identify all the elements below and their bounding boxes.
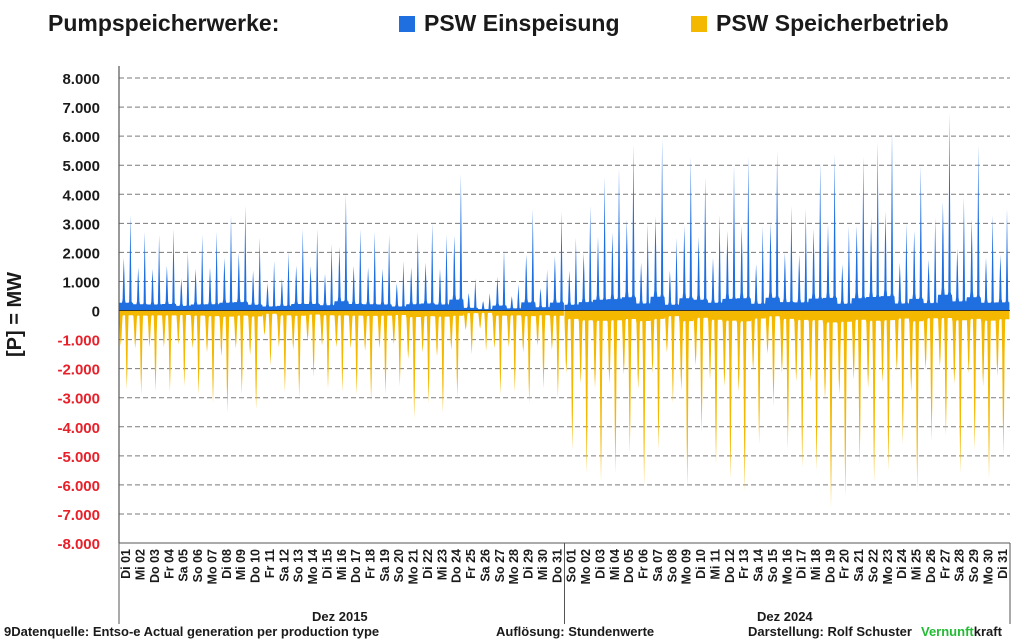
- y-tick-label: 8.000: [62, 71, 100, 88]
- x-tick-label: Do 19: [823, 549, 837, 583]
- x-tick-label: Fr 18: [364, 549, 378, 579]
- x-tick-label: Fr 25: [464, 549, 478, 579]
- x-tick-label: Sa 05: [177, 549, 191, 582]
- x-tick-label: Mi 16: [335, 549, 349, 580]
- x-tick-label: Mi 04: [608, 549, 622, 580]
- x-tick-label: Mo 30: [981, 549, 995, 584]
- x-tick-label: Sa 14: [752, 549, 766, 582]
- x-tick-label: Di 22: [421, 549, 435, 579]
- x-tick-label: So 20: [392, 549, 406, 582]
- x-tick-label: Mi 09: [234, 549, 248, 580]
- x-tick-label: Di 24: [895, 549, 909, 579]
- x-tick-label: Mo 14: [306, 549, 320, 584]
- series-area-speicherbetrieb-dez-2015: [119, 310, 564, 418]
- x-tick-label: Fr 04: [162, 549, 176, 579]
- x-tick-label: Mi 23: [435, 549, 449, 580]
- x-tick-label: Fr 06: [637, 549, 651, 579]
- footer-brand: Vernunftkraft: [921, 624, 1002, 639]
- x-tick-label: Sa 12: [277, 549, 291, 582]
- footer-resolution: Auflösung: Stundenwerte: [496, 624, 655, 639]
- legend-label-speicherbetrieb: PSW Speicherbetrieb: [716, 10, 949, 36]
- x-tick-label: So 27: [493, 549, 507, 582]
- period-label-2024: Dez 2024: [757, 609, 813, 624]
- x-tick-label: Di 08: [220, 549, 234, 579]
- y-tick-label: -6.000: [57, 478, 100, 495]
- x-tick-label: Mi 02: [134, 549, 148, 580]
- x-tick-label: Mo 07: [205, 549, 219, 584]
- y-tick-label: -5.000: [57, 449, 100, 466]
- x-tick-label: Di 01: [119, 549, 133, 579]
- x-tick-label: So 15: [766, 549, 780, 582]
- x-tick-label: Mo 21: [407, 549, 421, 584]
- x-tick-label: Mi 18: [809, 549, 823, 580]
- x-tick-label: Do 12: [723, 549, 737, 583]
- x-tick-label: Di 29: [522, 549, 536, 579]
- y-tick-label: 2.000: [62, 245, 100, 262]
- legend-swatch-einspeisung: [399, 15, 415, 32]
- x-tick-label: So 29: [967, 549, 981, 582]
- x-tick-label: Di 31: [996, 549, 1010, 579]
- x-tick-label: Mo 09: [680, 549, 694, 584]
- x-tick-label: Sa 07: [651, 549, 665, 582]
- y-tick-label: -8.000: [57, 536, 100, 553]
- x-tick-label: Mi 11: [708, 549, 722, 580]
- x-tick-label: Do 17: [349, 549, 363, 583]
- y-tick-label: 4.000: [62, 187, 100, 204]
- legend-item-einspeisung: PSW Einspeisung: [399, 10, 620, 37]
- brand-black: kraft: [973, 624, 1002, 639]
- x-tick-label: So 13: [292, 549, 306, 582]
- y-tick-label: -1.000: [57, 333, 100, 350]
- x-tick-label: So 06: [191, 549, 205, 582]
- brand-green: Vernunft: [921, 624, 974, 639]
- x-tick-label: Do 31: [550, 549, 564, 583]
- y-tick-label: 7.000: [62, 100, 100, 117]
- x-tick-label: Di 10: [694, 549, 708, 579]
- y-tick-label: 3.000: [62, 216, 100, 233]
- series-area-speicherbetrieb-dez-2024: [564, 310, 1010, 509]
- y-tick-label: -3.000: [57, 391, 100, 408]
- legend-swatch-speicherbetrieb: [691, 15, 707, 32]
- x-tick-label: Fr 27: [938, 549, 952, 579]
- x-tick-label: So 08: [665, 549, 679, 582]
- x-tick-label: Sa 26: [479, 549, 493, 582]
- x-tick-label: Sa 28: [953, 549, 967, 582]
- series-area-einspeisung-dez-2024: [564, 112, 1010, 311]
- chart-title: Pumpspeicherwerke:: [48, 10, 280, 36]
- period-label-2015: Dez 2015: [312, 609, 368, 624]
- x-tick-label: Mo 23: [881, 549, 895, 584]
- y-tick-label: 6.000: [62, 129, 100, 146]
- series-area-einspeisung-dez-2015: [119, 173, 564, 311]
- x-tick-label: So 22: [867, 549, 881, 582]
- x-tick-label: Mo 28: [507, 549, 521, 584]
- x-tick-label: Do 24: [450, 549, 464, 583]
- x-tick-label: Sa 19: [378, 549, 392, 582]
- x-tick-label: Di 15: [320, 549, 334, 579]
- x-tick-label: So 01: [565, 549, 579, 582]
- footer-credit: Darstellung: Rolf Schuster: [748, 624, 912, 639]
- x-tick-label: Fr 11: [263, 549, 277, 578]
- footer-source: 9Datenquelle: Entso-e Actual generation …: [4, 624, 380, 639]
- x-tick-label: Mi 30: [536, 549, 550, 580]
- x-tick-label: Mo 16: [780, 549, 794, 584]
- x-tick-label: Do 03: [148, 549, 162, 583]
- y-tick-label: -2.000: [57, 362, 100, 379]
- y-tick-label: 0: [92, 304, 100, 321]
- x-tick-label: Fr 13: [737, 549, 751, 579]
- y-tick-label: 5.000: [62, 158, 100, 175]
- legend-item-speicherbetrieb: PSW Speicherbetrieb: [691, 10, 949, 37]
- y-tick-label: -4.000: [57, 420, 100, 437]
- y-tick-label: -7.000: [57, 507, 100, 524]
- x-tick-label: Fr 20: [838, 549, 852, 579]
- y-tick-label: 1.000: [62, 274, 100, 291]
- x-tick-label: Di 17: [795, 549, 809, 579]
- x-tick-label: Do 10: [249, 549, 263, 583]
- x-tick-label: Do 05: [622, 549, 636, 583]
- x-tick-label: Mi 25: [910, 549, 924, 580]
- legend-label-einspeisung: PSW Einspeisung: [424, 10, 620, 36]
- x-tick-label: Do 26: [924, 549, 938, 583]
- x-tick-label: Mo 02: [579, 549, 593, 584]
- x-tick-label: Di 03: [593, 549, 607, 579]
- x-tick-label: Sa 21: [852, 549, 866, 582]
